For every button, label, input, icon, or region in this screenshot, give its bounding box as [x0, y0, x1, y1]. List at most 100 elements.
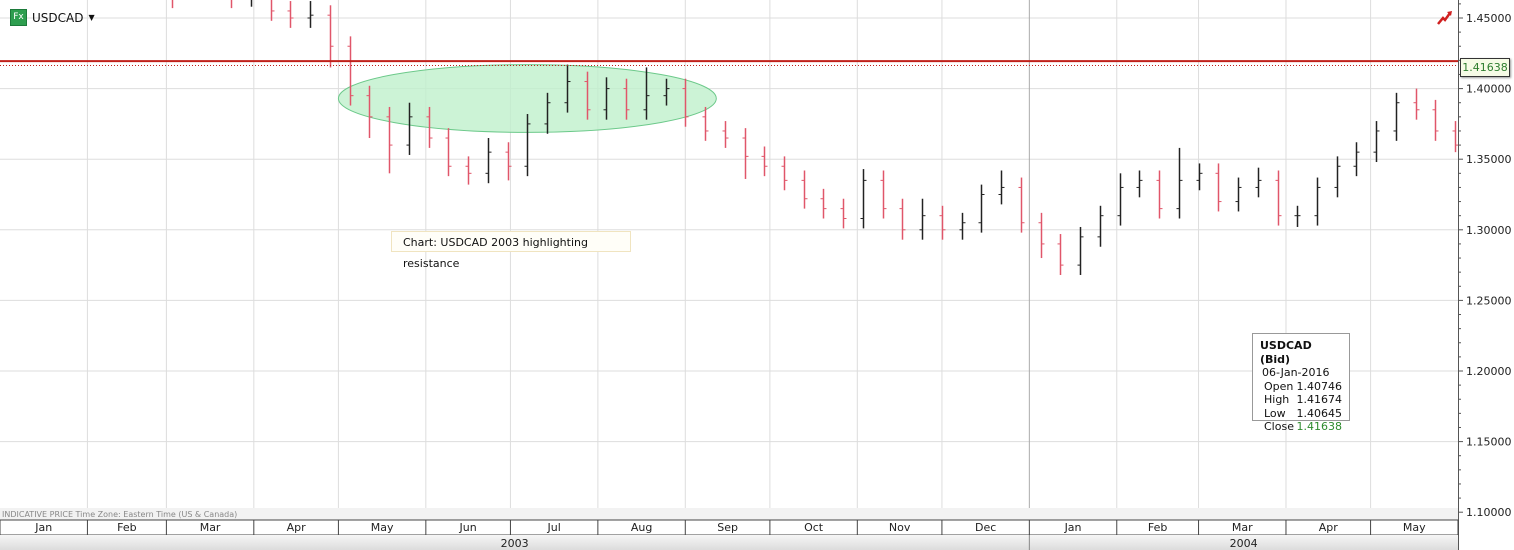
ohlc-bar [307, 1, 314, 28]
tooltip-row-close: Close 1.41638 [1260, 420, 1342, 434]
ohlc-bar [880, 170, 887, 219]
tooltip-label: Open [1264, 379, 1294, 393]
ohlc-bar [1413, 88, 1420, 120]
month-label: Mar [1232, 521, 1253, 534]
ohlc-bar [386, 106, 393, 174]
ohlc-bar [781, 156, 788, 191]
ohlc-bar [663, 78, 670, 106]
ohlc-bar [682, 78, 689, 127]
ohlc-bar [406, 102, 413, 155]
chart-annotation-label[interactable]: Chart: USDCAD 2003 highlighting resistan… [391, 231, 631, 270]
price-tick-label: 1.15000 [1466, 436, 1512, 449]
month-label: May [1403, 521, 1426, 534]
ohlc-bar [1373, 121, 1380, 163]
gridlines [0, 0, 1458, 513]
ohlc-bar [426, 106, 433, 148]
caret-down-icon[interactable]: ▼ [88, 13, 95, 22]
info-bar: INDICATIVE PRICE Time Zone: Eastern Time… [2, 510, 238, 519]
time-axis[interactable]: Jan Feb Mar Apr May Jun Jul Aug Sep Oct Nov Dec Jan F… [0, 508, 1459, 550]
ohlc-bar [761, 146, 768, 177]
price-tick-label: 1.10000 [1466, 506, 1512, 519]
price-tick-label: 1.25000 [1466, 294, 1512, 307]
ohlc-bar [1057, 234, 1064, 275]
ohlc-bars [171, 0, 1459, 275]
ohlc-bar [366, 85, 373, 139]
month-label: Jan [1064, 521, 1082, 534]
ohlc-bar [1452, 121, 1459, 153]
ohlc-bar [1038, 212, 1045, 259]
month-label: Apr [287, 521, 307, 534]
ohlc-bar [270, 0, 275, 21]
year-label: 2004 [1230, 537, 1258, 550]
ohlc-bar [1353, 142, 1360, 177]
ohlc-bar [1097, 205, 1104, 247]
ohlc-bar [1077, 226, 1084, 275]
ohlc-bar [1176, 147, 1183, 219]
ohlc-bar [1117, 173, 1124, 226]
tooltip-value: 1.40746 [1296, 379, 1343, 393]
ohlc-bar [1432, 99, 1439, 141]
ohlc-bar [1393, 92, 1400, 141]
trend-arrow-icon[interactable] [1437, 10, 1453, 26]
ohlc-bar [939, 205, 946, 240]
ohlc-bar [485, 138, 492, 184]
ohlc-bar [1018, 177, 1025, 233]
ohlc-bar [544, 92, 551, 134]
ohlc-bar [919, 198, 926, 240]
ohlc-bar [524, 114, 531, 177]
month-label: Jan [34, 521, 52, 534]
ohlc-tooltip: USDCAD (Bid) 06-Jan-2016 Open 1.40746 Hig… [1252, 333, 1350, 433]
tooltip-title: USDCAD (Bid) [1260, 339, 1312, 366]
ohlc-bar [998, 170, 1005, 205]
tooltip-value: 1.41674 [1296, 393, 1343, 406]
month-label: Oct [804, 521, 824, 534]
ohlc-bar [840, 198, 847, 229]
ohlc-bar [1275, 170, 1282, 226]
info-bar-bg [0, 508, 1458, 520]
price-tick-label: 1.20000 [1466, 365, 1512, 378]
tooltip-value: 1.41638 [1296, 420, 1343, 433]
ohlc-bar [603, 77, 610, 120]
month-label: Mar [200, 521, 221, 534]
ohlc-bar [1314, 177, 1321, 226]
ohlc-bar [1255, 167, 1262, 198]
month-label: Sep [717, 521, 738, 534]
ohlc-bar [1294, 205, 1301, 227]
ohlc-bar [1334, 156, 1341, 198]
price-tick-label: 1.35000 [1466, 153, 1512, 166]
tooltip-row-open: Open 1.40746 [1260, 380, 1342, 394]
ohlc-bar [564, 64, 571, 113]
ohlc-bar [1235, 177, 1242, 212]
tooltip-label: High [1264, 393, 1290, 406]
price-axis[interactable]: 1.45000 1.40000 1.35000 1.30000 1.25000 1.200… [1458, 0, 1514, 550]
month-label: Nov [889, 521, 911, 534]
month-label: Aug [631, 521, 652, 534]
ohlc-bar [820, 188, 827, 219]
ohlc-bar [1196, 163, 1203, 191]
price-tick-label: 1.40000 [1466, 83, 1512, 96]
ohlc-bar [327, 5, 334, 68]
ohlc-bar [742, 128, 749, 179]
month-label: Apr [1319, 521, 1339, 534]
ohlc-bar [505, 142, 512, 181]
tooltip-row-low: Low 1.40645 [1260, 407, 1342, 421]
ohlc-bar [643, 67, 650, 120]
tooltip-date: 06-Jan-2016 [1262, 366, 1330, 379]
ohlc-bar [171, 0, 174, 9]
ohlc-bar [1156, 170, 1163, 219]
ohlc-bar [287, 1, 294, 28]
year-row [0, 535, 1458, 550]
ohlc-bar [584, 71, 591, 120]
tooltip-label: Low [1264, 406, 1286, 420]
fx-badge-icon: Fx [10, 9, 27, 26]
ohlc-bar [702, 106, 709, 141]
ohlc-bar [801, 170, 808, 209]
year-label: 2003 [501, 537, 529, 550]
month-label: Jun [459, 521, 477, 534]
symbol-selector[interactable]: Fx USDCAD ▼ [10, 9, 95, 26]
tooltip-label: Close [1264, 420, 1294, 433]
month-label: Jul [547, 521, 561, 534]
price-tick-label: 1.30000 [1466, 224, 1512, 237]
ohlc-bar [722, 121, 729, 148]
